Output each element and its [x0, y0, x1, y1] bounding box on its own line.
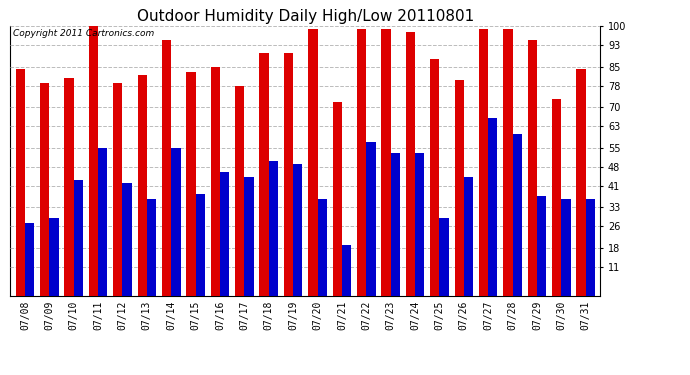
Bar — [64, 78, 74, 296]
Bar — [391, 153, 400, 296]
Text: Copyright 2011 Cartronics.com: Copyright 2011 Cartronics.com — [13, 29, 155, 38]
Bar — [415, 153, 424, 296]
Bar — [357, 29, 366, 296]
Bar — [50, 218, 59, 296]
Bar — [503, 29, 513, 296]
Bar — [89, 26, 98, 296]
Bar — [171, 148, 181, 296]
Bar — [561, 199, 571, 296]
Bar — [317, 199, 327, 296]
Bar — [74, 180, 83, 296]
Bar — [186, 72, 196, 296]
Bar — [308, 29, 317, 296]
Bar — [528, 40, 537, 296]
Bar — [16, 69, 25, 296]
Bar — [513, 134, 522, 296]
Bar — [406, 32, 415, 296]
Bar — [220, 172, 229, 296]
Bar — [586, 199, 595, 296]
Title: Outdoor Humidity Daily High/Low 20110801: Outdoor Humidity Daily High/Low 20110801 — [137, 9, 474, 24]
Bar — [196, 194, 205, 296]
Bar — [366, 142, 375, 296]
Bar — [137, 75, 147, 296]
Bar — [244, 177, 254, 296]
Bar — [40, 83, 50, 296]
Bar — [284, 53, 293, 296]
Bar — [259, 53, 269, 296]
Bar — [342, 245, 351, 296]
Bar — [464, 177, 473, 296]
Bar — [123, 183, 132, 296]
Bar — [430, 58, 440, 296]
Bar — [113, 83, 123, 296]
Bar — [440, 218, 449, 296]
Bar — [552, 99, 561, 296]
Bar — [162, 40, 171, 296]
Bar — [382, 29, 391, 296]
Bar — [25, 224, 34, 296]
Bar — [576, 69, 586, 296]
Bar — [488, 118, 497, 296]
Bar — [293, 164, 302, 296]
Bar — [333, 102, 342, 296]
Bar — [455, 80, 464, 296]
Bar — [98, 148, 108, 296]
Bar — [537, 196, 546, 296]
Bar — [210, 67, 220, 296]
Bar — [479, 29, 488, 296]
Bar — [269, 161, 278, 296]
Bar — [147, 199, 156, 296]
Bar — [235, 86, 244, 296]
